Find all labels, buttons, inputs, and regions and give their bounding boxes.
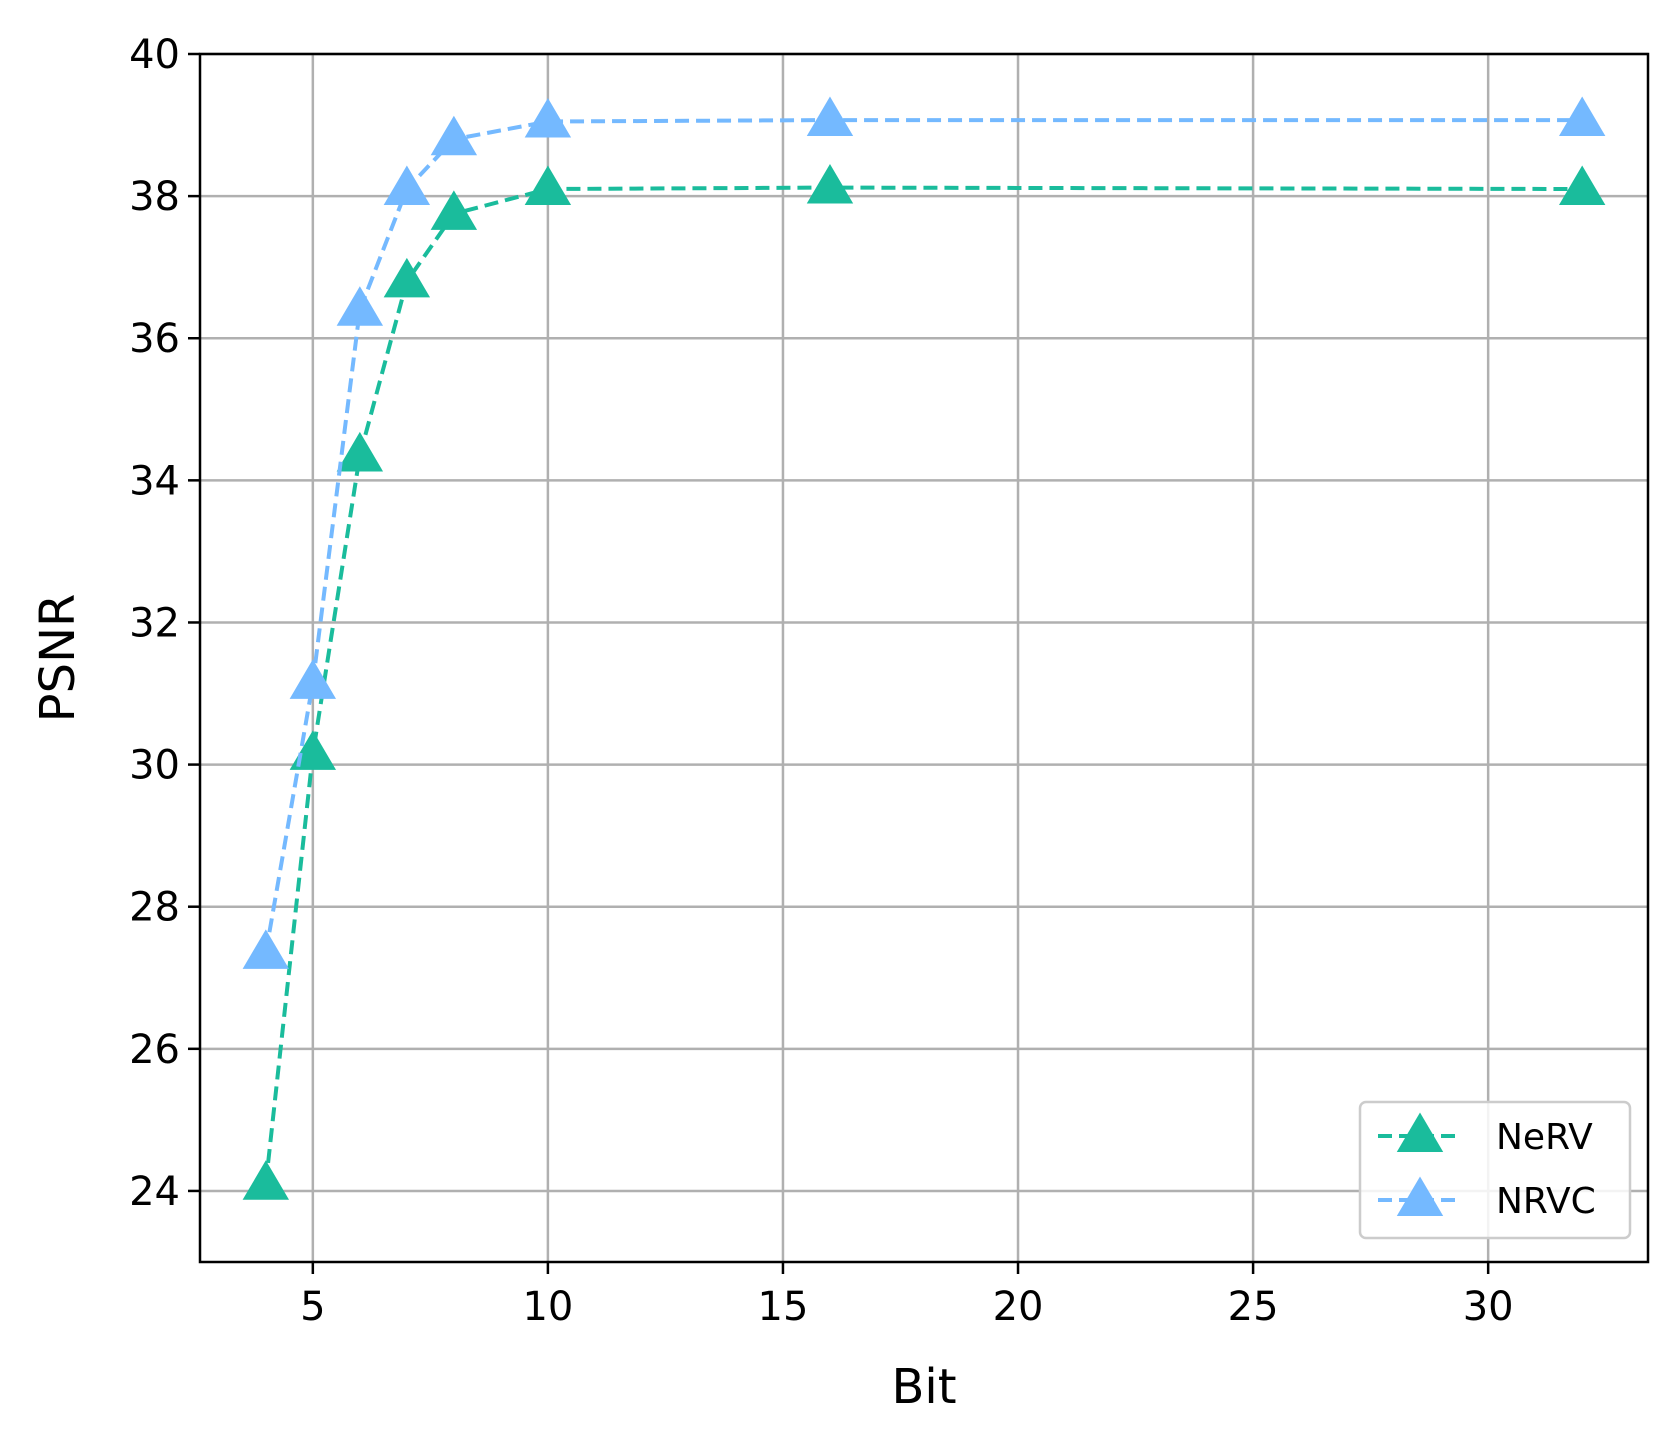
x-tick-label: 30 <box>1463 1284 1514 1330</box>
data-point-marker <box>383 165 431 205</box>
x-tick-label: 15 <box>758 1284 809 1330</box>
data-point-marker <box>1558 165 1606 205</box>
x-tick-label: 20 <box>993 1284 1044 1330</box>
y-tick-label: 28 <box>129 885 180 931</box>
data-point-marker <box>336 431 384 472</box>
legend-label: NeRV <box>1496 1117 1593 1158</box>
legend-item-nrvc: NRVC <box>1378 1176 1596 1222</box>
series-nrvc <box>242 96 1606 969</box>
y-tick-label: 26 <box>129 1027 180 1073</box>
data-point-marker <box>430 115 478 156</box>
x-axis-label: Bit <box>891 1359 956 1415</box>
tick-group: 5 10 15 20 25 30 24 26 28 30 32 34 36 38 40 <box>129 32 1514 1330</box>
data-point-marker <box>430 190 478 230</box>
y-tick-label: 32 <box>129 600 180 646</box>
legend-marker-swatch <box>1396 1112 1444 1152</box>
grid <box>200 52 1648 1262</box>
y-tick-label: 30 <box>129 743 180 789</box>
data-point-marker <box>242 1160 290 1200</box>
y-tick-label: 24 <box>129 1169 180 1215</box>
data-point-marker <box>1558 96 1606 137</box>
plot-frame <box>198 52 1650 1264</box>
data-point-marker <box>383 257 431 298</box>
series-line <box>263 118 1583 954</box>
data-point-marker <box>524 165 572 205</box>
x-tick-label: 10 <box>522 1284 573 1330</box>
legend-label: NRVC <box>1496 1181 1596 1222</box>
x-tick-label: 5 <box>300 1284 325 1330</box>
series-group <box>242 96 1606 1200</box>
data-point-marker <box>806 164 854 204</box>
y-tick-label: 34 <box>129 458 180 504</box>
data-point-marker <box>242 929 290 969</box>
legend-item-nerv: NeRV <box>1378 1112 1593 1158</box>
legend-marker-swatch <box>1396 1176 1444 1216</box>
data-point-marker <box>289 659 337 699</box>
y-tick-label: 36 <box>129 316 180 362</box>
data-point-marker <box>289 730 337 770</box>
series-line <box>263 185 1583 1185</box>
legend: NeRV NRVC <box>1358 1100 1632 1240</box>
y-tick-label: 40 <box>129 32 180 78</box>
data-point-marker <box>336 286 384 326</box>
data-point-marker <box>806 96 854 137</box>
data-point-marker <box>524 97 572 138</box>
y-tick-label: 38 <box>129 174 180 220</box>
x-tick-label: 25 <box>1228 1284 1279 1330</box>
series-nerv <box>242 164 1606 1200</box>
y-axis-label: PSNR <box>30 594 86 723</box>
